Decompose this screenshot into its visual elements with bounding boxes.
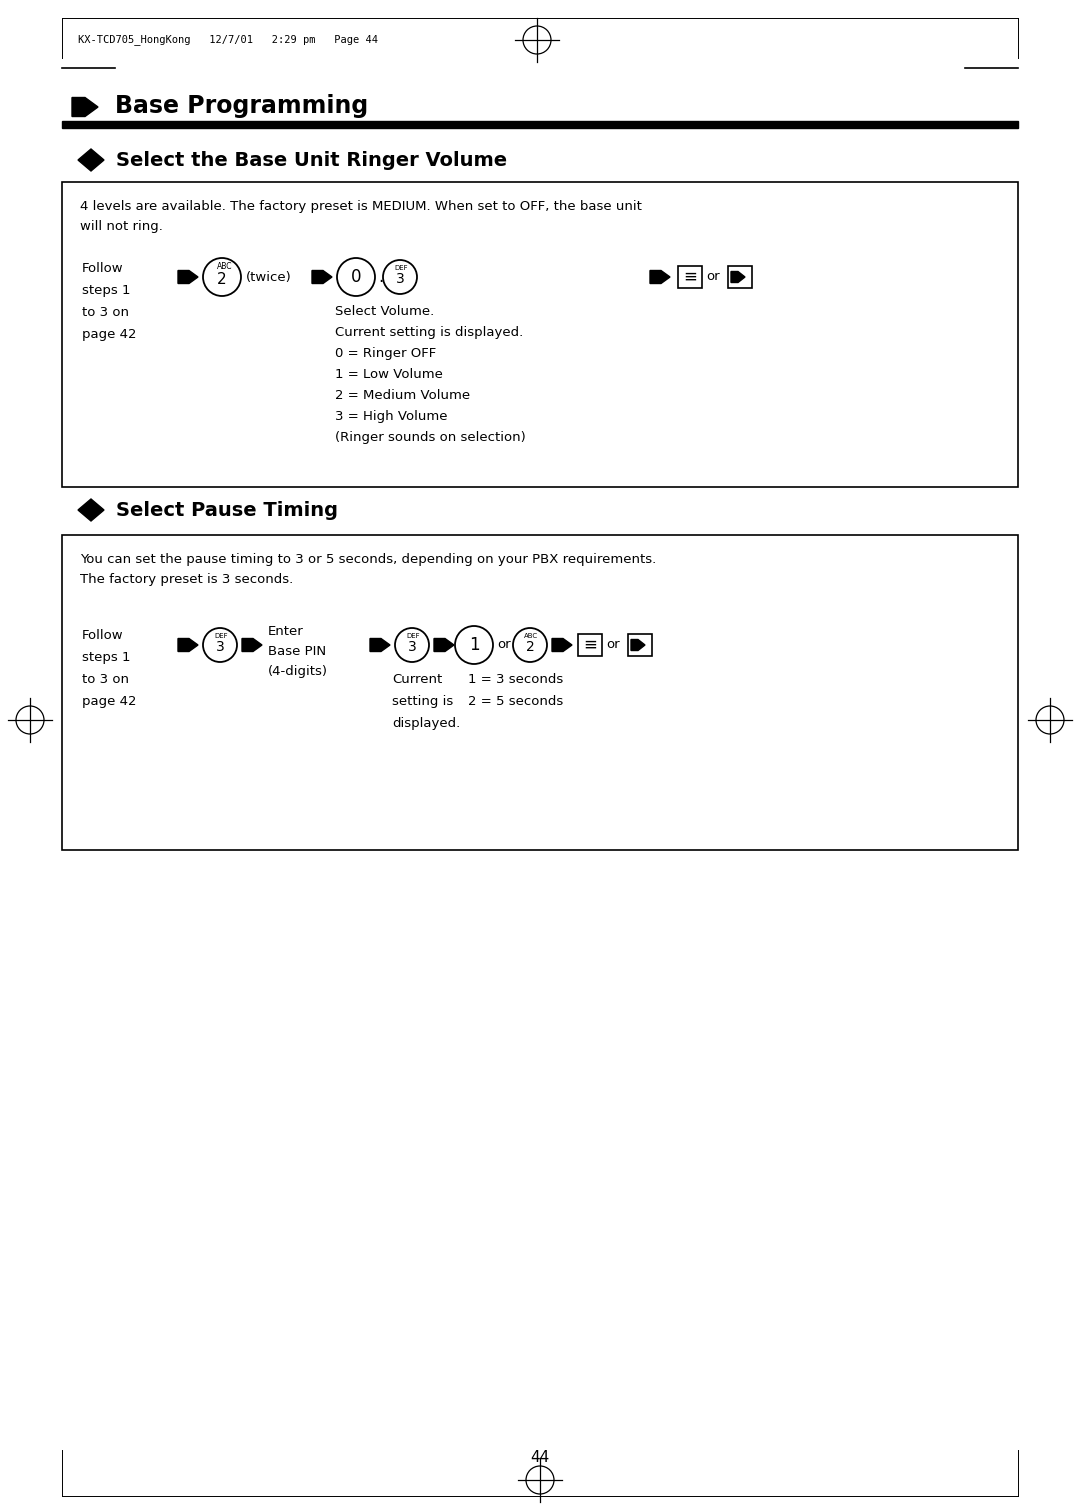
Bar <box>678 266 702 288</box>
Text: or: or <box>706 270 719 284</box>
Text: 2: 2 <box>217 272 227 287</box>
Text: (4-digits): (4-digits) <box>268 665 328 678</box>
Text: will not ring.: will not ring. <box>80 220 163 232</box>
Text: Base Programming: Base Programming <box>114 94 368 118</box>
Text: 3: 3 <box>407 640 417 653</box>
Bar <box>627 634 652 656</box>
Text: ABC: ABC <box>524 632 538 638</box>
FancyArrow shape <box>434 638 454 652</box>
Text: Follow: Follow <box>82 263 123 275</box>
Text: page 42: page 42 <box>82 327 136 341</box>
Text: 3: 3 <box>395 272 404 287</box>
Text: 2: 2 <box>526 640 535 653</box>
Text: to 3 on: to 3 on <box>82 673 129 687</box>
Bar <box>728 266 752 288</box>
Text: Select Volume.: Select Volume. <box>335 305 434 318</box>
Text: The factory preset is 3 seconds.: The factory preset is 3 seconds. <box>80 573 294 585</box>
Text: ABC: ABC <box>217 263 232 272</box>
Text: 2 = 5 seconds: 2 = 5 seconds <box>468 696 564 708</box>
Text: You can set the pause timing to 3 or 5 seconds, depending on your PBX requiremen: You can set the pause timing to 3 or 5 s… <box>80 552 657 566</box>
Text: (Ringer sounds on selection): (Ringer sounds on selection) <box>335 432 526 444</box>
Text: ≡: ≡ <box>683 269 697 287</box>
Text: KX-TCD705_HongKong   12/7/01   2:29 pm   Page 44: KX-TCD705_HongKong 12/7/01 2:29 pm Page … <box>78 35 378 45</box>
FancyArrow shape <box>650 270 670 284</box>
FancyArrow shape <box>631 640 645 650</box>
Text: .: . <box>378 269 383 287</box>
Text: 44: 44 <box>530 1450 550 1465</box>
Text: displayed.: displayed. <box>392 717 460 730</box>
Text: 0: 0 <box>351 269 361 287</box>
FancyArrow shape <box>370 638 390 652</box>
Text: steps 1: steps 1 <box>82 650 131 664</box>
Text: setting is: setting is <box>392 696 454 708</box>
FancyArrow shape <box>178 270 198 284</box>
FancyArrow shape <box>731 272 745 282</box>
Text: or: or <box>606 638 620 652</box>
Text: ≡: ≡ <box>583 635 597 653</box>
Text: DEF: DEF <box>394 266 407 272</box>
Text: 3: 3 <box>216 640 225 653</box>
FancyArrow shape <box>72 98 98 116</box>
Text: Current setting is displayed.: Current setting is displayed. <box>335 326 523 340</box>
Text: steps 1: steps 1 <box>82 284 131 297</box>
Text: Enter: Enter <box>268 625 303 638</box>
Text: Select Pause Timing: Select Pause Timing <box>116 501 338 519</box>
FancyArrow shape <box>552 638 572 652</box>
FancyArrow shape <box>242 638 262 652</box>
Text: (twice): (twice) <box>246 270 292 284</box>
Text: page 42: page 42 <box>82 696 136 708</box>
Text: or: or <box>497 638 511 652</box>
FancyBboxPatch shape <box>62 183 1018 487</box>
FancyArrow shape <box>312 270 332 284</box>
FancyArrow shape <box>178 638 198 652</box>
Text: DEF: DEF <box>214 632 228 638</box>
Bar <box>578 634 602 656</box>
Text: Current: Current <box>392 673 442 687</box>
Text: 1 = 3 seconds: 1 = 3 seconds <box>468 673 564 687</box>
Text: 1 = Low Volume: 1 = Low Volume <box>335 368 443 380</box>
Text: DEF: DEF <box>406 632 420 638</box>
Text: Base PIN: Base PIN <box>268 644 326 658</box>
FancyBboxPatch shape <box>62 536 1018 850</box>
Text: Select the Base Unit Ringer Volume: Select the Base Unit Ringer Volume <box>116 151 508 169</box>
Text: 3 = High Volume: 3 = High Volume <box>335 410 447 423</box>
Polygon shape <box>78 149 104 171</box>
Bar <box>62 121 1018 128</box>
Text: 2 = Medium Volume: 2 = Medium Volume <box>335 389 470 401</box>
Text: Follow: Follow <box>82 629 123 641</box>
Text: 1: 1 <box>469 635 480 653</box>
Polygon shape <box>78 499 104 521</box>
Text: 0 = Ringer OFF: 0 = Ringer OFF <box>335 347 436 361</box>
Text: 4 levels are available. The factory preset is MEDIUM. When set to OFF, the base : 4 levels are available. The factory pres… <box>80 201 642 213</box>
Text: to 3 on: to 3 on <box>82 306 129 318</box>
